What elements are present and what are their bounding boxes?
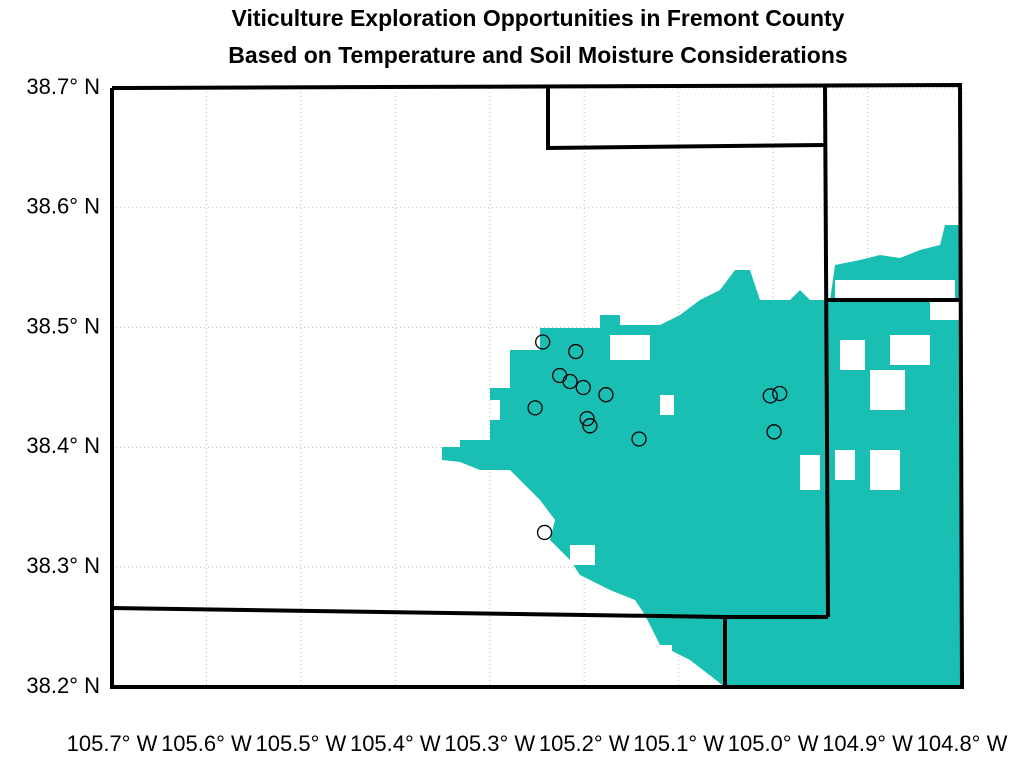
- x-tick-label: 105.6° W: [161, 731, 252, 756]
- x-tick-label: 104.9° W: [822, 731, 913, 756]
- site-marker: [631, 431, 647, 447]
- x-tick-label: 104.8° W: [917, 731, 1008, 756]
- county-boundaries: [110, 82, 965, 689]
- site-marker: [536, 524, 553, 541]
- x-tick-label: 105.0° W: [728, 731, 819, 756]
- site-marker: [568, 343, 584, 360]
- site-marker: [575, 379, 591, 396]
- y-tick-label: 38.6° N: [26, 194, 100, 219]
- y-tick-label: 38.7° N: [26, 74, 100, 99]
- site-marker: [562, 373, 578, 390]
- site-marker: [535, 334, 551, 350]
- suitable-region: [442, 225, 962, 687]
- x-tick-label: 105.2° W: [539, 731, 630, 756]
- site-marker: [598, 387, 614, 403]
- title-line: Based on Temperature and Soil Moisture C…: [228, 42, 847, 68]
- y-tick-label: 38.3° N: [26, 553, 100, 578]
- x-tick-label: 105.4° W: [350, 731, 441, 756]
- x-tick-label: 105.7° W: [67, 731, 158, 756]
- title-line: Viticulture Exploration Opportunities in…: [232, 5, 845, 31]
- y-tick-label: 38.4° N: [26, 433, 100, 458]
- x-tick-label: 105.5° W: [256, 731, 347, 756]
- y-tick-label: 38.5° N: [26, 313, 100, 338]
- site-marker: [772, 385, 788, 402]
- x-tick-label: 105.3° W: [444, 731, 535, 756]
- site-marker: [762, 388, 778, 404]
- region-fill: [442, 225, 962, 687]
- x-tick-label: 105.1° W: [633, 731, 724, 756]
- y-tick-label: 38.2° N: [26, 673, 100, 698]
- site-marker: [582, 418, 598, 434]
- site-marker: [527, 400, 543, 416]
- site-marker: [579, 410, 595, 427]
- site-marker: [766, 424, 782, 440]
